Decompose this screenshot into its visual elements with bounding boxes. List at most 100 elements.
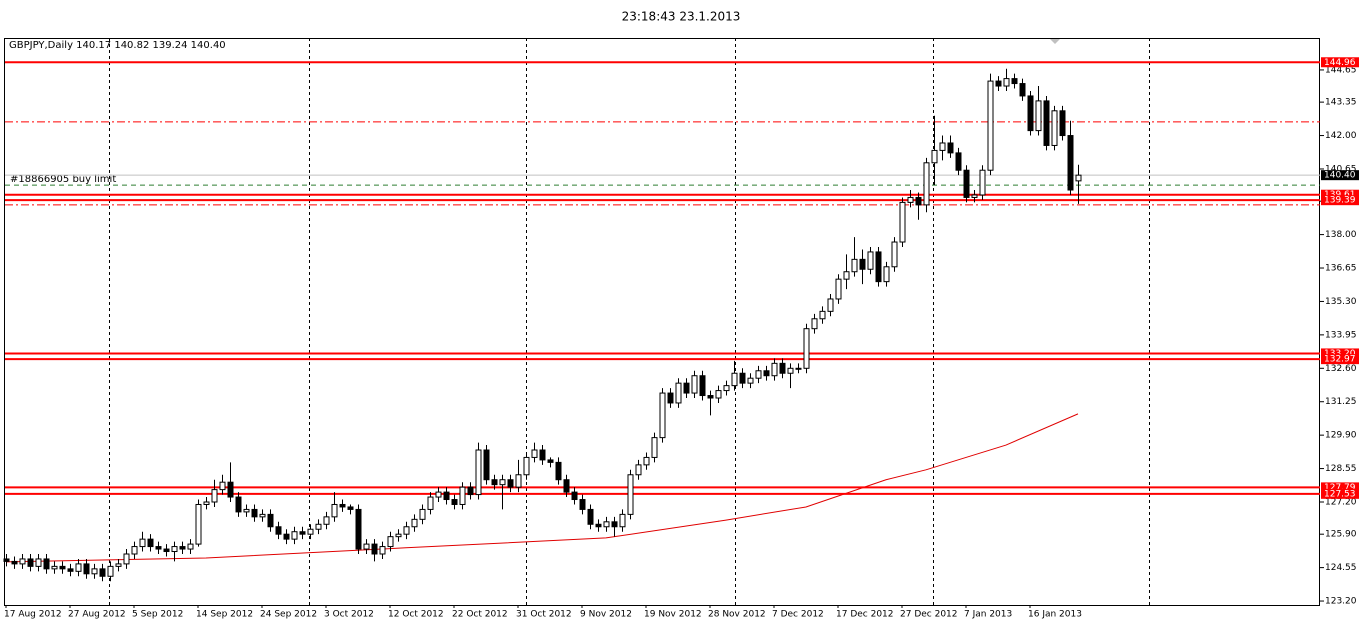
candle-body [459, 486, 466, 505]
candle-body [411, 518, 418, 528]
candle-body [723, 385, 730, 392]
x-tick-label: 27 Aug 2012 [68, 610, 126, 620]
candle-body [219, 481, 226, 491]
x-tick-label: 19 Nov 2012 [644, 610, 702, 620]
candle-body [475, 449, 482, 496]
candle-body [987, 80, 994, 171]
candle-body [859, 258, 866, 270]
level-label: 132.97 [1324, 355, 1356, 365]
candle-body [75, 563, 82, 572]
y-tick-label: 131.25 [1325, 397, 1357, 407]
plot-frame [4, 38, 1320, 606]
candle-body [795, 367, 802, 370]
candle-body [555, 461, 562, 481]
y-tick-label: 128.55 [1325, 464, 1357, 474]
candle-body [483, 449, 490, 481]
candle-body [355, 508, 362, 550]
candle-body [171, 546, 178, 553]
candle-body [595, 523, 602, 528]
y-tick-label: 143.35 [1325, 98, 1357, 108]
candle-body [851, 258, 858, 273]
candle-body [707, 395, 714, 399]
candle-body [1059, 110, 1066, 137]
candle-body [339, 503, 346, 508]
candle-body [363, 543, 370, 550]
candle-body [435, 491, 442, 498]
candle-body [99, 568, 106, 577]
bid-label-box [1321, 170, 1359, 181]
candle-body [267, 513, 274, 528]
order-label: #18866905 buy limit [10, 174, 116, 185]
y-tick-label: 142.00 [1325, 131, 1357, 141]
level-label-box [1321, 482, 1359, 493]
candle-body [211, 489, 218, 503]
x-tick-label: 5 Sep 2012 [132, 610, 183, 620]
candle-body [187, 543, 194, 550]
candle-body [1075, 174, 1082, 182]
candle-body [115, 563, 122, 567]
candle-body [539, 449, 546, 461]
candle-body [843, 271, 850, 280]
candle-body [579, 499, 586, 510]
candle-body [467, 486, 474, 496]
candle-body [419, 508, 426, 520]
x-tick-label: 7 Jan 2013 [964, 610, 1012, 620]
candle-body [963, 169, 970, 198]
candle-body [643, 456, 650, 466]
x-tick-label: 27 Dec 2012 [900, 610, 958, 620]
candle-body [195, 503, 202, 545]
candle-body [19, 558, 26, 565]
candle-body [243, 508, 250, 513]
candle-body [715, 390, 722, 399]
x-tick-label: 22 Oct 2012 [452, 610, 508, 620]
candle-body [507, 479, 514, 488]
level-label: 139.39 [1324, 196, 1356, 206]
candle-body [571, 491, 578, 501]
candle-body [139, 538, 146, 548]
candle-body [59, 565, 66, 570]
candle-body [883, 266, 890, 283]
candle-body [1027, 95, 1034, 132]
candle-body [819, 310, 826, 320]
x-tick-label: 17 Dec 2012 [836, 610, 894, 620]
y-tick-label: 140.65 [1325, 164, 1357, 174]
bid-label: 140.40 [1324, 171, 1356, 181]
candle-body [1019, 83, 1026, 97]
candle-body [747, 377, 754, 384]
candle-body [587, 508, 594, 525]
candle-body [387, 536, 394, 548]
y-tick-label: 136.65 [1325, 264, 1357, 274]
candle-body [179, 546, 186, 550]
candle-body [67, 568, 74, 572]
candle-body [147, 538, 154, 548]
candle-body [755, 370, 762, 379]
candle-body [867, 251, 874, 270]
candle-body [635, 464, 642, 476]
candle-body [283, 533, 290, 540]
y-tick-label: 123.20 [1325, 597, 1357, 607]
candle-body [259, 513, 266, 518]
candle-body [995, 80, 1002, 87]
candle-body [939, 142, 946, 151]
candle-body [307, 528, 314, 535]
candle-body [971, 194, 978, 198]
candle-body [11, 560, 18, 565]
candle-body [947, 142, 954, 154]
candle-body [427, 496, 434, 510]
candle-body [899, 201, 906, 243]
candle-body [1043, 100, 1050, 146]
candle-body [123, 553, 130, 565]
x-tick-label: 17 Aug 2012 [4, 610, 62, 620]
candle-body [835, 278, 842, 300]
y-tick-label: 135.30 [1325, 297, 1357, 307]
candle-body [931, 149, 938, 164]
candle-body [603, 521, 610, 528]
candle-body [547, 459, 554, 463]
candle-body [51, 565, 58, 570]
candle-body [251, 508, 258, 518]
y-tick-label: 132.60 [1325, 364, 1357, 374]
candle-body [651, 437, 658, 458]
y-tick-label: 133.95 [1325, 330, 1357, 340]
